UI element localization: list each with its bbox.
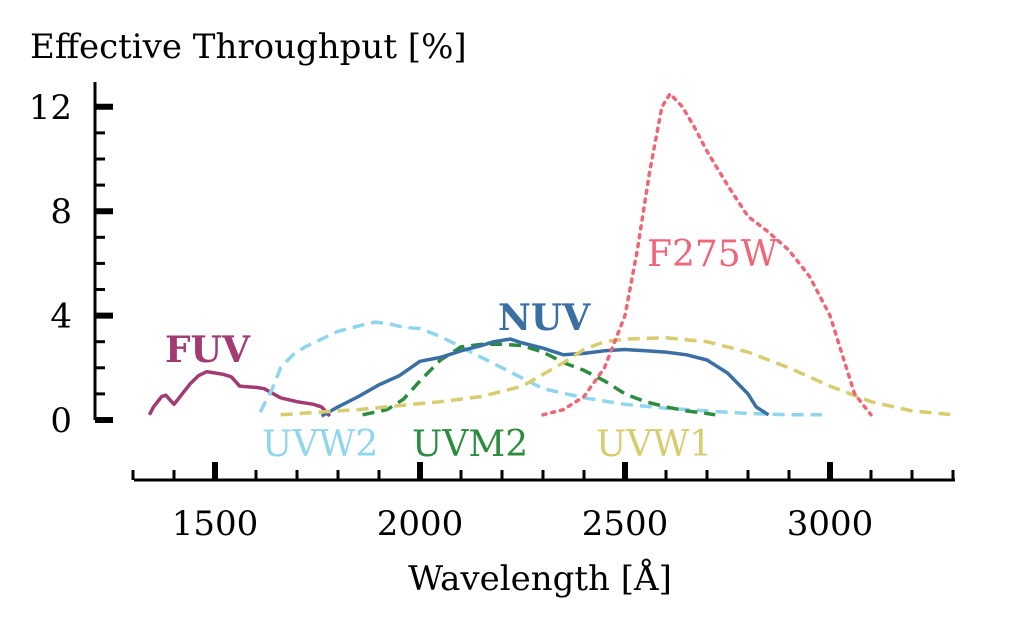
y-axis-title: Effective Throughput [%] (30, 27, 467, 67)
series-label-uvw2: UVW2 (262, 424, 378, 465)
series-line-f275w (541, 92, 873, 417)
series-line-fuv (147, 369, 332, 418)
series-label-f275w: F275W (647, 234, 778, 275)
series-lines (147, 92, 954, 418)
x-axis-title: Wavelength [Å] (408, 558, 672, 599)
x-axis: 1500 2000 2500 3000 (131, 462, 955, 544)
y-tick-label: 8 (50, 192, 72, 232)
series-line-nuv (320, 337, 770, 418)
x-tick-label: 1500 (172, 504, 259, 544)
x-tick-label: 2000 (377, 504, 464, 544)
series-label-uvw1: UVW1 (596, 424, 712, 465)
series-line-uvw2 (258, 320, 822, 417)
series-label-fuv: FUV (165, 329, 251, 371)
y-axis: 0 4 8 12 (29, 82, 113, 441)
series-labels: FUV UVW2 UVM2 NUV UVW1 F275W (165, 234, 778, 465)
x-tick-label: 3000 (787, 504, 874, 544)
x-tick-label: 2500 (582, 504, 669, 544)
series-label-uvm2: UVM2 (412, 424, 528, 465)
y-tick-label: 0 (50, 401, 72, 441)
series-label-nuv: NUV (498, 297, 591, 339)
y-tick-label: 12 (29, 88, 72, 128)
series-line-uvw1 (280, 336, 954, 417)
y-tick-label: 4 (50, 297, 72, 337)
